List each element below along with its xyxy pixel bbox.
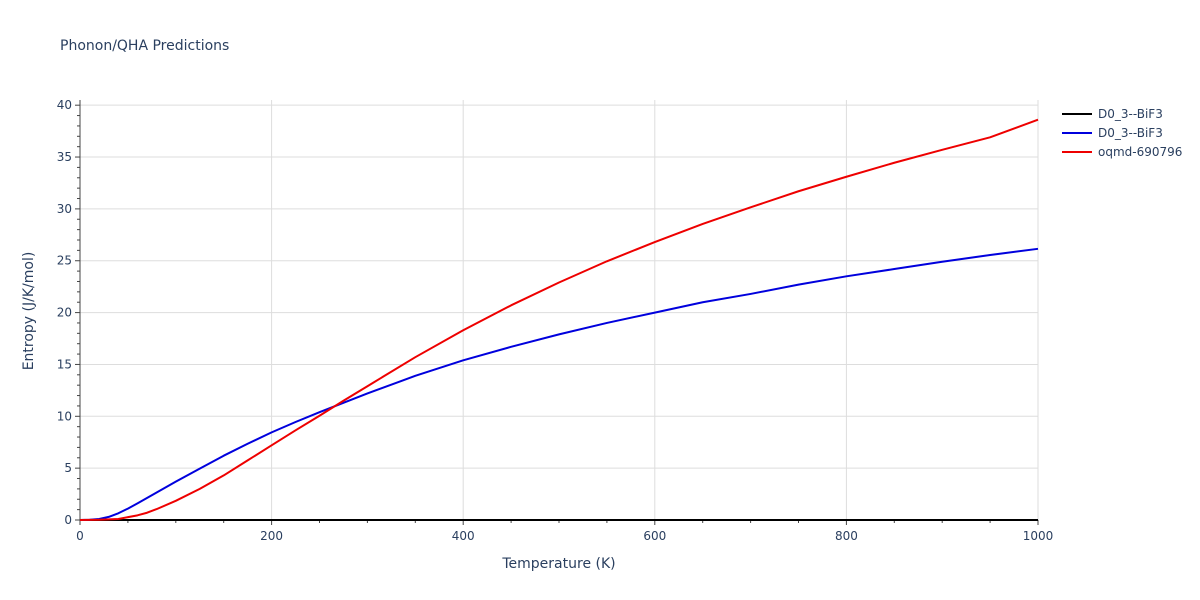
legend-label: D0_3--BiF3 xyxy=(1098,107,1163,121)
x-tick-label: 800 xyxy=(835,529,858,543)
legend-item-0[interactable]: D0_3--BiF3 xyxy=(1062,107,1163,121)
legend-item-1[interactable]: D0_3--BiF3 xyxy=(1062,126,1163,140)
x-tick-label: 400 xyxy=(452,529,475,543)
y-tick-label: 40 xyxy=(57,98,72,112)
legend-item-2[interactable]: oqmd-690796 xyxy=(1062,145,1182,159)
x-axis-ticks: 0 200 400 600 800 1000 xyxy=(76,520,1053,543)
series-line-1 xyxy=(79,247,1039,521)
legend-label: D0_3--BiF3 xyxy=(1098,126,1163,140)
x-tick-label: 1000 xyxy=(1023,529,1054,543)
chart-title: Phonon/QHA Predictions xyxy=(60,38,229,54)
y-tick-label: 20 xyxy=(57,306,72,320)
y-tick-label: 35 xyxy=(57,150,72,164)
series-lines xyxy=(79,118,1039,521)
legend[interactable]: D0_3--BiF3 D0_3--BiF3 oqmd-690796 xyxy=(1062,107,1182,159)
x-axis-title: Temperature (K) xyxy=(501,556,615,572)
y-tick-label: 10 xyxy=(57,409,72,423)
y-tick-label: 0 xyxy=(64,513,72,527)
y-tick-label: 5 xyxy=(64,461,72,475)
x-tick-label: 200 xyxy=(260,529,283,543)
legend-label: oqmd-690796 xyxy=(1098,145,1182,159)
x-tick-label: 600 xyxy=(643,529,666,543)
y-axis-ticks: 0 5 10 15 20 25 30 35 40 xyxy=(57,98,80,527)
y-tick-label: 30 xyxy=(57,202,72,216)
grid-lines xyxy=(80,100,1039,520)
series-line-2 xyxy=(79,118,1039,521)
y-tick-label: 15 xyxy=(57,357,72,371)
y-axis-title: Entropy (J/K/mol) xyxy=(21,252,37,371)
y-tick-label: 25 xyxy=(57,254,72,268)
x-tick-label: 0 xyxy=(76,529,84,543)
